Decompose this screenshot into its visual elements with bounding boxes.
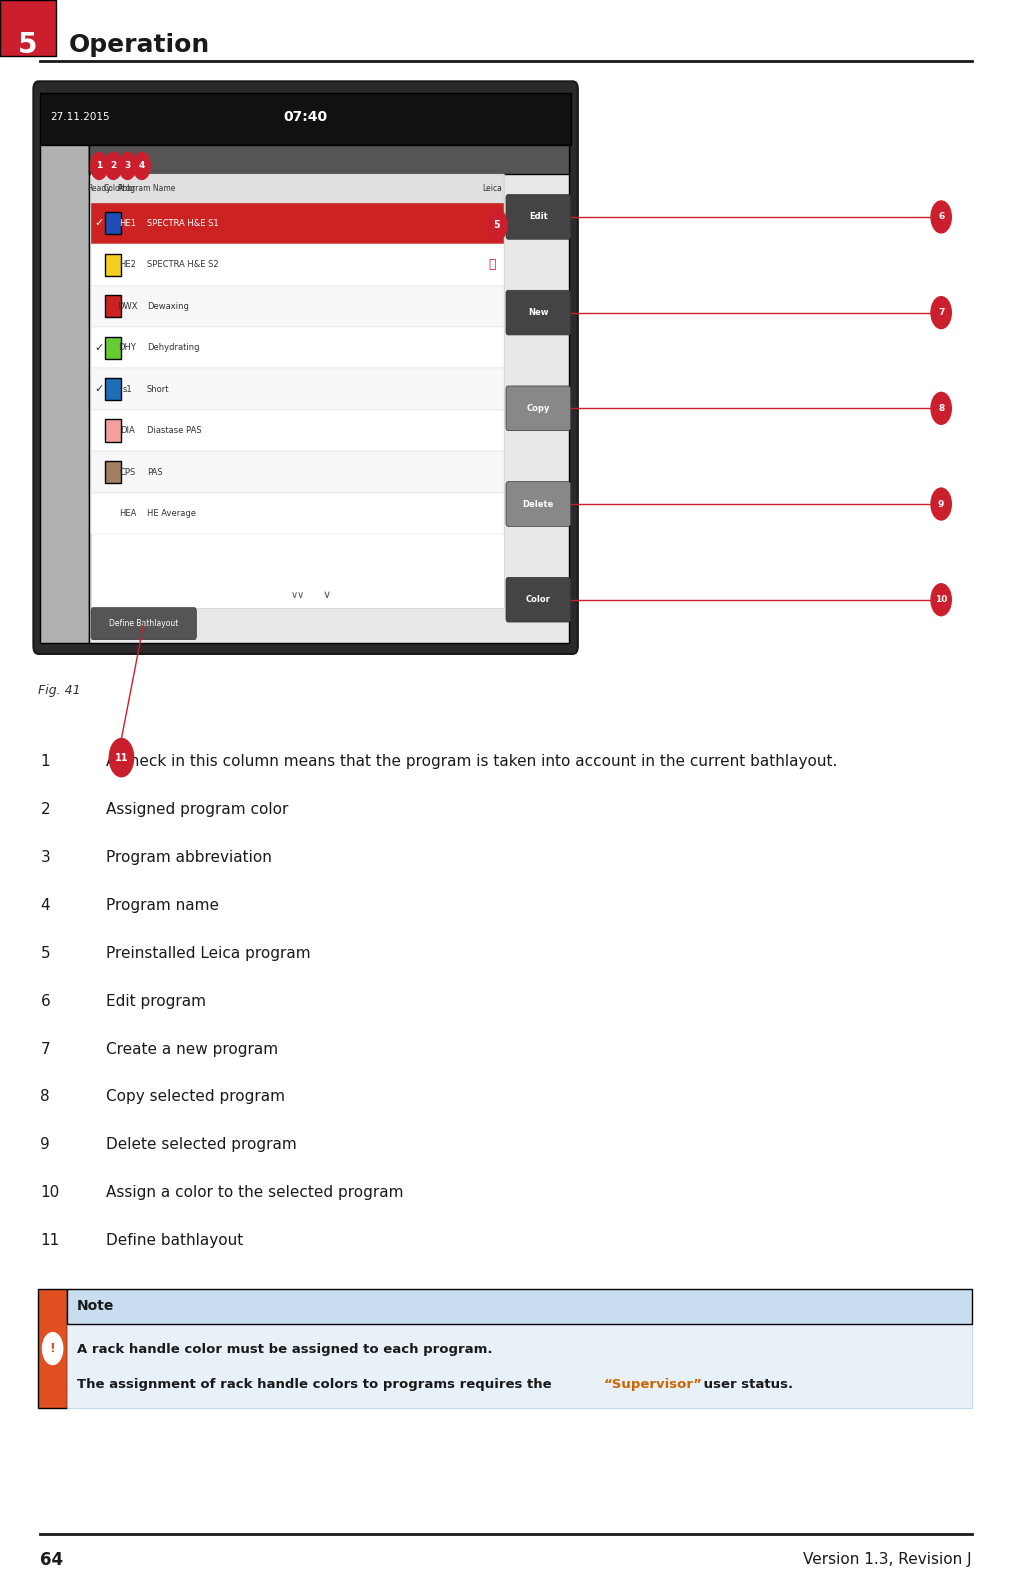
Text: 64: 64 — [40, 1550, 64, 1569]
Text: Program Name: Program Name — [118, 183, 175, 193]
Text: ✓: ✓ — [94, 219, 104, 228]
Text: Assigning a rack handle color to a staining program: Assigning a rack handle color to a stain… — [131, 1321, 601, 1335]
Text: Delete selected program: Delete selected program — [106, 1137, 296, 1152]
Text: ✓: ✓ — [94, 343, 104, 352]
Text: Delete: Delete — [522, 499, 554, 509]
Text: Edit: Edit — [529, 212, 547, 222]
Text: Program name: Program name — [106, 898, 219, 912]
Text: Color: Color — [103, 183, 123, 193]
Text: Dehydrating: Dehydrating — [147, 343, 199, 352]
Text: ℒ: ℒ — [487, 217, 495, 230]
Text: Assign a color to the selected program: Assign a color to the selected program — [106, 1185, 403, 1199]
Text: 6: 6 — [937, 212, 943, 222]
Text: HEA: HEA — [118, 509, 136, 518]
Text: ✓: ✓ — [94, 384, 104, 394]
Text: 07:40: 07:40 — [283, 110, 328, 124]
Text: Abbr: Abbr — [118, 183, 136, 193]
Text: 9: 9 — [937, 499, 943, 509]
Text: 2: 2 — [110, 161, 116, 171]
Text: DIA: DIA — [120, 426, 134, 435]
Text: Version 1.3, Revision J: Version 1.3, Revision J — [802, 1552, 971, 1568]
Text: Assigned program color: Assigned program color — [106, 802, 288, 817]
Text: Leica: Leica — [481, 183, 501, 193]
Text: “Supervisor”: “Supervisor” — [603, 1378, 702, 1391]
Text: The assignment of rack handle colors to programs requires the: The assignment of rack handle colors to … — [77, 1378, 556, 1391]
Text: Preinstalled Leica program: Preinstalled Leica program — [106, 946, 310, 960]
Text: 5: 5 — [17, 32, 37, 59]
Text: SPECTRA H&E S1: SPECTRA H&E S1 — [147, 219, 218, 228]
Text: HE Average: HE Average — [147, 509, 195, 518]
Text: 8: 8 — [937, 404, 943, 413]
Text: 7: 7 — [40, 1042, 51, 1056]
Text: 6: 6 — [40, 994, 51, 1008]
Text: 11: 11 — [40, 1233, 60, 1247]
Text: HE2: HE2 — [119, 260, 135, 270]
Text: A rack handle color must be assigned to each program.: A rack handle color must be assigned to … — [77, 1343, 492, 1356]
Text: 3: 3 — [40, 850, 51, 864]
Text: DHY: DHY — [118, 343, 136, 352]
Text: Edit program: Edit program — [106, 994, 206, 1008]
Text: Diastase PAS: Diastase PAS — [147, 426, 201, 435]
Text: 10: 10 — [40, 1185, 60, 1199]
Text: 3: 3 — [124, 161, 130, 171]
Text: Define bathlayout: Define bathlayout — [106, 1233, 244, 1247]
Text: Dewaxing: Dewaxing — [147, 301, 188, 311]
Text: Note: Note — [77, 1300, 114, 1313]
Text: HE1: HE1 — [119, 219, 135, 228]
Text: 5: 5 — [40, 946, 51, 960]
Text: 2: 2 — [40, 802, 51, 817]
Text: ∨: ∨ — [323, 590, 331, 600]
Text: s1: s1 — [122, 384, 132, 394]
Text: 1: 1 — [96, 161, 102, 171]
Text: Ready: Ready — [87, 183, 111, 193]
Text: !: ! — [50, 1341, 56, 1356]
Text: New: New — [528, 308, 548, 317]
Text: 4: 4 — [139, 161, 145, 171]
Text: ℒ: ℒ — [487, 258, 495, 271]
Text: 11: 11 — [114, 753, 128, 762]
Text: CPS: CPS — [119, 467, 135, 477]
Text: Short: Short — [147, 384, 169, 394]
Text: Color: Color — [526, 595, 550, 605]
Text: Fig. 41: Fig. 41 — [38, 684, 81, 697]
Text: PAS: PAS — [147, 467, 162, 477]
Text: Programs: Programs — [97, 155, 144, 164]
Text: A check in this column means that the program is taken into account in the curre: A check in this column means that the pr… — [106, 754, 837, 769]
Text: DWX: DWX — [117, 301, 137, 311]
Text: Copy selected program: Copy selected program — [106, 1089, 285, 1104]
Text: SPECTRA H&E S2: SPECTRA H&E S2 — [147, 260, 218, 270]
Text: Program abbreviation: Program abbreviation — [106, 850, 272, 864]
Text: user status.: user status. — [699, 1378, 793, 1391]
Text: 8: 8 — [40, 1089, 51, 1104]
Text: 1: 1 — [40, 754, 51, 769]
Text: 7: 7 — [937, 308, 943, 317]
Text: Copy: Copy — [526, 404, 550, 413]
Text: Operation: Operation — [69, 33, 210, 57]
Text: 9: 9 — [40, 1137, 51, 1152]
Text: Create a new program: Create a new program — [106, 1042, 278, 1056]
Text: 10: 10 — [934, 595, 946, 605]
Text: 4: 4 — [40, 898, 51, 912]
Text: ∨∨: ∨∨ — [290, 590, 304, 600]
Text: 27.11.2015: 27.11.2015 — [51, 112, 110, 123]
Text: 5.9.1: 5.9.1 — [38, 1321, 84, 1335]
Text: Define Bathlayout: Define Bathlayout — [109, 619, 178, 628]
Text: 5: 5 — [493, 220, 499, 230]
